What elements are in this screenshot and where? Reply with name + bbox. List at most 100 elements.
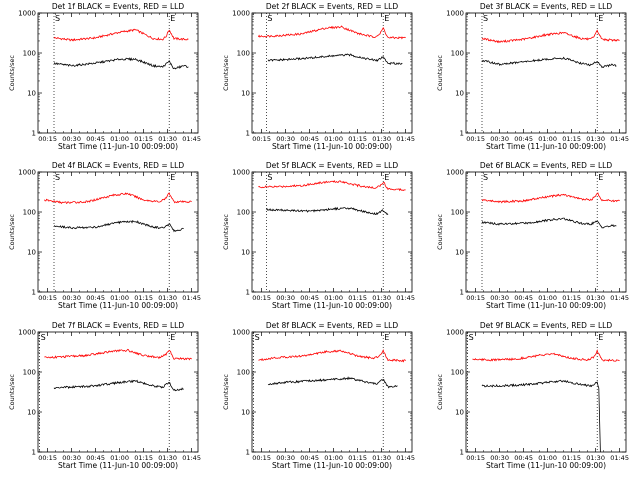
x-axis-label: Start Time (11-Jun-10 00:09:00) xyxy=(486,461,606,470)
x-tick-label: 00:15 xyxy=(38,294,57,302)
plot-frame xyxy=(465,331,627,453)
y-axis-label: Counts/sec xyxy=(222,214,230,250)
series-line-lld xyxy=(258,25,406,40)
x-tick-label: 01:30 xyxy=(586,454,605,462)
plot-frame xyxy=(251,12,413,134)
x-tick-label: 01:00 xyxy=(324,454,343,462)
y-axis-label: Counts/sec xyxy=(222,55,230,91)
chart-panel: Det 3f BLACK = Events, RED = LLD 1 10 100 10… xyxy=(436,2,629,151)
x-tick-label: 00:30 xyxy=(62,294,81,302)
x-tick-label: 00:30 xyxy=(490,294,509,302)
series-line-events xyxy=(53,57,189,70)
y-tick-label: 10 xyxy=(27,249,36,257)
x-tick-label: 01:45 xyxy=(610,294,629,302)
x-tick-label: 00:45 xyxy=(86,454,105,462)
y-tick-label: 100 xyxy=(237,369,250,377)
x-tick-label: 01:00 xyxy=(538,294,557,302)
y-axis-label: Counts/sec xyxy=(436,55,444,91)
x-tick-label: 01:00 xyxy=(538,454,557,462)
time-marker-label: E xyxy=(384,173,389,182)
time-marker-label: E xyxy=(598,173,603,182)
chart-title: Det 4f BLACK = Events, RED = LLD xyxy=(52,161,185,170)
x-axis-label: Start Time (11-Jun-10 00:09:00) xyxy=(272,461,392,470)
y-tick-label: 10 xyxy=(241,409,250,417)
x-tick-label: 00:45 xyxy=(514,454,533,462)
x-tick-label: 01:30 xyxy=(158,135,177,143)
x-tick-label: 01:00 xyxy=(324,294,343,302)
y-tick-label: 10 xyxy=(241,90,250,98)
x-tick-label: 01:45 xyxy=(396,454,415,462)
x-tick-label: 00:45 xyxy=(514,135,533,143)
x-tick-label: 00:30 xyxy=(276,135,295,143)
time-marker-label: E xyxy=(598,14,603,23)
plot-frame xyxy=(37,331,199,453)
chart-panel: Det 7f BLACK = Events, RED = LLD 1 10 100 10… xyxy=(8,321,201,470)
x-tick-label: 01:15 xyxy=(348,454,367,462)
x-tick-label: 01:15 xyxy=(562,135,581,143)
chart-title: Det 3f BLACK = Events, RED = LLD xyxy=(480,2,613,11)
x-tick-label: 00:45 xyxy=(300,294,319,302)
time-marker-label: S xyxy=(483,173,488,182)
x-tick-label: 00:45 xyxy=(300,135,319,143)
x-tick-label: 00:30 xyxy=(276,294,295,302)
x-tick-label: 00:15 xyxy=(252,294,271,302)
y-tick-label: 100 xyxy=(451,50,464,58)
y-tick-label: 1000 xyxy=(232,169,250,177)
x-tick-label: 01:30 xyxy=(158,454,177,462)
x-tick-label: 00:30 xyxy=(276,454,295,462)
x-tick-label: 01:45 xyxy=(396,294,415,302)
x-tick-label: 01:45 xyxy=(610,135,629,143)
y-tick-label: 100 xyxy=(451,369,464,377)
series-line-events xyxy=(481,379,601,453)
x-tick-label: 00:45 xyxy=(514,294,533,302)
chart-panel: Det 6f BLACK = Events, RED = LLD 1 10 100 10… xyxy=(436,161,629,310)
x-tick-label: 01:15 xyxy=(134,294,153,302)
series-line-events xyxy=(481,56,617,69)
y-tick-label: 1000 xyxy=(18,10,36,18)
y-tick-label: 1 xyxy=(32,130,36,138)
x-tick-label: 00:45 xyxy=(86,135,105,143)
series-line-lld xyxy=(472,349,620,362)
y-tick-label: 1 xyxy=(32,289,36,297)
chart-panel: Det 4f BLACK = Events, RED = LLD 1 10 100 10… xyxy=(8,161,201,310)
y-tick-label: 1000 xyxy=(18,169,36,177)
x-tick-label: 01:00 xyxy=(324,135,343,143)
x-tick-label: 01:00 xyxy=(110,454,129,462)
time-marker-label: E xyxy=(170,333,175,342)
y-tick-label: 10 xyxy=(455,409,464,417)
x-tick-label: 01:30 xyxy=(158,294,177,302)
series-line-events xyxy=(53,379,184,392)
x-tick-label: 00:30 xyxy=(62,135,81,143)
series-line-lld xyxy=(44,348,192,361)
x-tick-label: 00:45 xyxy=(86,294,105,302)
chart-title: Det 1f BLACK = Events, RED = LLD xyxy=(52,2,185,11)
time-marker-label: S xyxy=(55,173,60,182)
y-tick-label: 1000 xyxy=(232,329,250,337)
time-marker-label: S xyxy=(483,14,488,23)
time-marker-label: S xyxy=(267,173,272,182)
y-tick-label: 1000 xyxy=(446,329,464,337)
x-tick-label: 00:15 xyxy=(38,135,57,143)
x-axis-label: Start Time (11-Jun-10 00:09:00) xyxy=(486,301,606,310)
chart-title: Det 9f BLACK = Events, RED = LLD xyxy=(480,321,613,330)
x-tick-label: 00:45 xyxy=(300,454,319,462)
x-tick-label: 00:15 xyxy=(466,454,485,462)
x-tick-label: 01:15 xyxy=(134,454,153,462)
y-tick-label: 1000 xyxy=(446,169,464,177)
plot-frame xyxy=(251,331,413,453)
y-tick-label: 1 xyxy=(32,449,36,457)
chart-panel: Det 8f BLACK = Events, RED = LLD 1 10 100 10… xyxy=(222,321,415,470)
y-tick-label: 10 xyxy=(455,90,464,98)
series-line-events xyxy=(266,206,389,216)
series-line-events xyxy=(267,53,403,66)
time-marker-label: E xyxy=(598,333,603,342)
time-marker-label: E xyxy=(384,333,389,342)
time-marker-label: E xyxy=(384,14,389,23)
x-tick-label: 00:15 xyxy=(252,135,271,143)
y-axis-label: Counts/sec xyxy=(222,374,230,410)
y-tick-label: 10 xyxy=(27,409,36,417)
y-tick-label: 1 xyxy=(460,449,464,457)
plot-frame xyxy=(465,12,627,134)
y-tick-label: 1 xyxy=(460,289,464,297)
